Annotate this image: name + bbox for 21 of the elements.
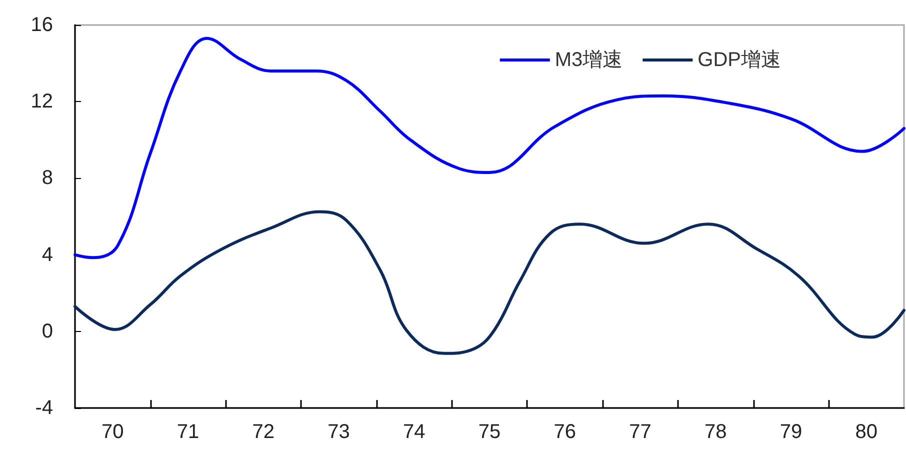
line-series	[74, 210, 906, 355]
x-tick-label: 76	[554, 421, 576, 443]
x-tick-label: 71	[176, 421, 200, 443]
line-series	[74, 36, 906, 260]
x-tick-label: 78	[704, 421, 727, 443]
x-tick-label: 72	[252, 421, 275, 443]
y-tick-label: 16	[30, 14, 53, 36]
x-tick-label: 79	[780, 421, 802, 443]
y-tick-label: 8	[42, 167, 53, 190]
y-tick-label: 0	[42, 320, 53, 342]
x-tick-label: 73	[328, 421, 350, 443]
x-tick-label: 75	[478, 421, 501, 443]
y-tick-label: 4	[42, 244, 53, 266]
legend-label: M3增速	[554, 49, 623, 71]
x-tick-label: 74	[403, 421, 426, 443]
legend-label: GDP增速	[698, 49, 782, 71]
y-tick-label: 12	[30, 90, 53, 113]
x-tick-label: 70	[102, 421, 124, 443]
x-tick-label: 80	[855, 421, 878, 443]
x-tick-label: 77	[629, 421, 652, 443]
y-tick-label: -4	[35, 397, 53, 419]
